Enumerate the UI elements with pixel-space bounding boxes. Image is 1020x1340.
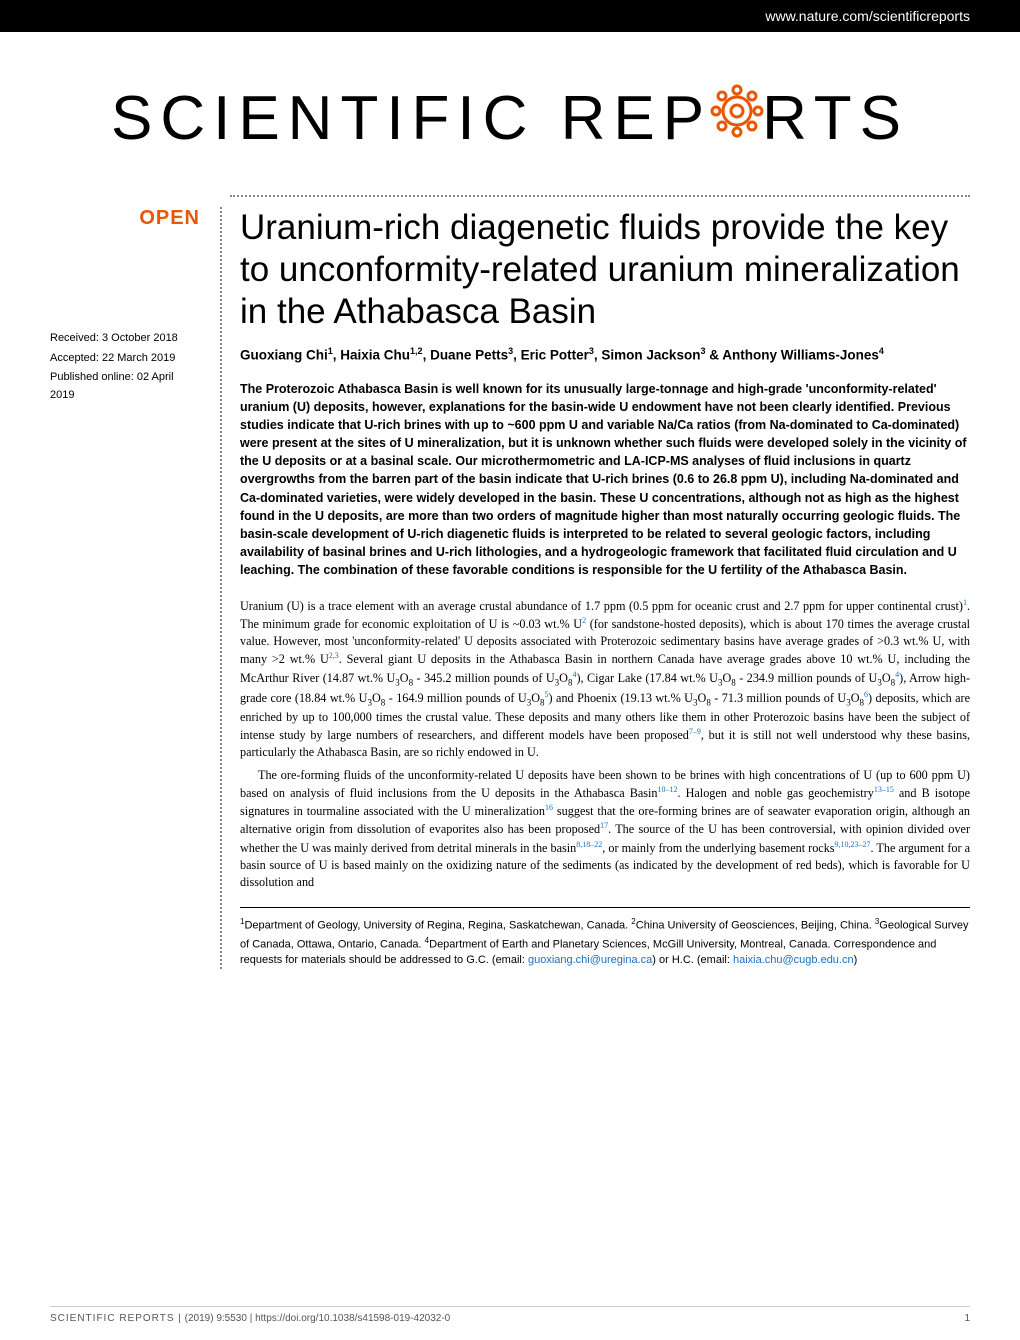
header-url[interactable]: www.nature.com/scientificreports [765,8,970,24]
footer-left: SCIENTIFIC REPORTS | (2019) 9:5530 | htt… [50,1313,450,1324]
article-title: Uranium-rich diagenetic fluids provide t… [240,207,970,333]
article-meta: Received: 3 October 2018 Accepted: 22 Ma… [50,330,200,404]
received-date: Received: 3 October 2018 [50,330,200,348]
open-access-badge: OPEN [50,207,200,230]
journal-logo: SCIENTIFIC REP RTS [0,82,1020,155]
left-column: OPEN Received: 3 October 2018 Accepted: … [50,207,220,969]
logo-part3: RTS [762,83,909,154]
right-column: Uranium-rich diagenetic fluids provide t… [220,207,970,969]
authors: Guoxiang Chi1, Haixia Chu1,2, Duane Pett… [240,345,970,366]
para-1: Uranium (U) is a trace element with an a… [240,597,970,761]
footer-journal: SCIENTIFIC REPORTS | [50,1313,182,1324]
main-content: OPEN Received: 3 October 2018 Accepted: … [0,197,1020,969]
para-2: The ore-forming fluids of the unconformi… [240,767,970,891]
gear-icon [708,82,766,155]
footer: SCIENTIFIC REPORTS | (2019) 9:5530 | htt… [50,1306,970,1324]
affiliations: 1Department of Geology, University of Re… [240,907,970,969]
logo-part2: REP [561,83,712,154]
abstract: The Proterozoic Athabasca Basin is well … [240,380,970,579]
published-date: Published online: 02 April 2019 [50,369,200,404]
footer-page: 1 [964,1313,970,1324]
logo-part1: SCIENTIFIC [111,83,535,154]
accepted-date: Accepted: 22 March 2019 [50,350,200,368]
header-bar: www.nature.com/scientificreports [0,0,1020,32]
footer-citation: (2019) 9:5530 | https://doi.org/10.1038/… [185,1313,451,1324]
